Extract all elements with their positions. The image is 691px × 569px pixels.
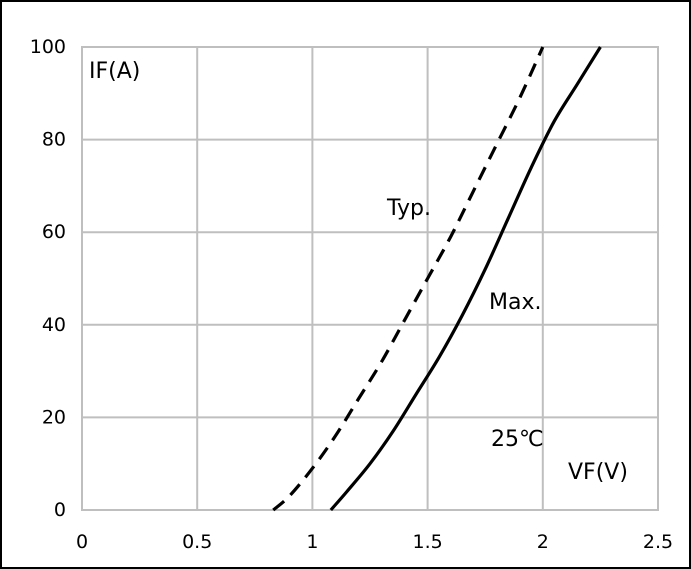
- x-axis-ticks: 0 0.5 1 1.5 2 2.5: [76, 531, 673, 553]
- max-series-line: [329, 46, 602, 512]
- x-tick-label: 2.5: [643, 531, 673, 553]
- y-tick-label: 0: [54, 499, 66, 521]
- x-tick-label: 2: [537, 531, 549, 553]
- grid: [82, 47, 658, 510]
- y-tick-label: 20: [42, 406, 66, 428]
- x-tick-label: 1.5: [412, 531, 442, 553]
- y-tick-label: 40: [42, 314, 66, 336]
- y-tick-label: 80: [42, 129, 66, 151]
- x-axis-label: VF(V): [568, 460, 628, 485]
- y-tick-label: 60: [42, 221, 66, 243]
- temperature-annotation: 25℃: [491, 427, 544, 452]
- typ-series-label: Typ.: [386, 196, 431, 221]
- y-tick-label: 100: [30, 36, 66, 58]
- y-axis-ticks: 0 20 40 60 80 100: [30, 36, 66, 521]
- series: [272, 46, 602, 512]
- x-tick-label: 1: [306, 531, 318, 553]
- x-tick-label: 0: [76, 531, 88, 553]
- plot-area-border: [81, 46, 659, 511]
- max-series-label: Max.: [489, 290, 541, 315]
- typ-series-line: [272, 46, 545, 512]
- y-axis-label: IF(A): [89, 59, 140, 84]
- x-tick-label: 0.5: [182, 531, 212, 553]
